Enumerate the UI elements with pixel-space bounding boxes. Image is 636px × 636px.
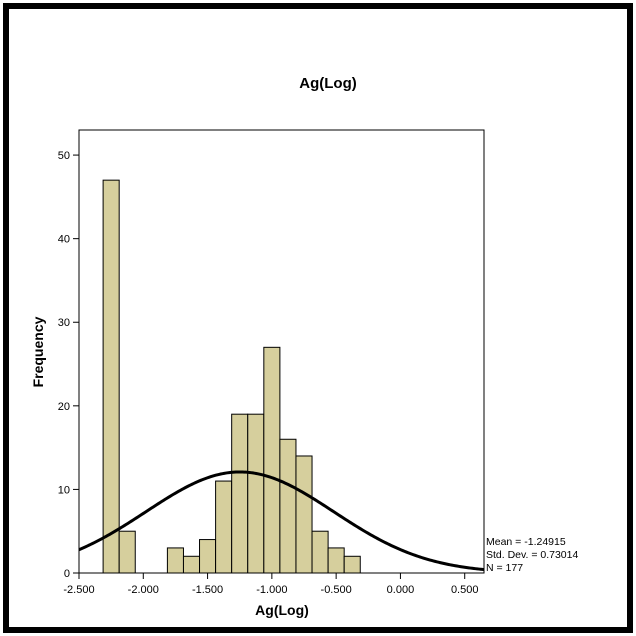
histogram-bar-0 — [102, 179, 120, 574]
histogram-bar-12 — [327, 547, 345, 574]
y-tick-label: 0 — [64, 568, 70, 580]
histogram-bar-7 — [247, 413, 265, 574]
histogram-bar-13 — [343, 555, 361, 574]
histogram-bar-6 — [231, 413, 249, 574]
x-tick-label: -1.500 — [192, 584, 223, 596]
histogram-bar-9 — [279, 438, 297, 574]
x-tick-label: -0.500 — [321, 584, 352, 596]
x-tick-label: -1.000 — [256, 584, 287, 596]
histogram-bar-3 — [182, 555, 201, 574]
x-tick-label: -2.000 — [128, 584, 159, 596]
x-axis-title: Ag(Log) — [255, 602, 309, 618]
stat-n: N = 177 — [486, 562, 523, 574]
histogram-bar-11 — [311, 530, 329, 574]
curve-group — [78, 470, 485, 572]
chart-title: Ag(Log) — [299, 75, 356, 92]
y-tick-label: 40 — [58, 234, 70, 246]
histogram-bar-4 — [199, 539, 217, 574]
y-tick-label: 50 — [58, 150, 70, 162]
x-tick-label: -2.500 — [63, 584, 94, 596]
bars-group — [102, 179, 361, 574]
histogram-bar-1 — [118, 530, 136, 574]
y-tick-label: 10 — [58, 484, 70, 496]
histogram-bar-10 — [295, 455, 313, 574]
histogram-bar-5 — [215, 480, 233, 574]
histogram-bar-8 — [263, 346, 281, 574]
x-ticks-group: -2.500 -2.000 -1.500 -1.000 -0.500 0.000 0.500 — [63, 573, 478, 596]
y-tick-label: 30 — [58, 317, 70, 329]
y-ticks-group: 0 10 20 30 40 50 — [58, 150, 79, 580]
y-axis-title: Frequency — [30, 316, 46, 387]
plot-area-frame — [78, 129, 485, 574]
stat-mean: Mean = -1.24915 — [486, 536, 566, 548]
histogram-bar-2 — [166, 547, 184, 574]
stat-std-dev: Std. Dev. = 0.73014 — [486, 549, 578, 561]
x-tick-label: 0.000 — [387, 584, 415, 596]
x-tick-label: 0.500 — [451, 584, 479, 596]
y-tick-label: 20 — [58, 401, 70, 413]
normal-curve — [78, 470, 485, 572]
